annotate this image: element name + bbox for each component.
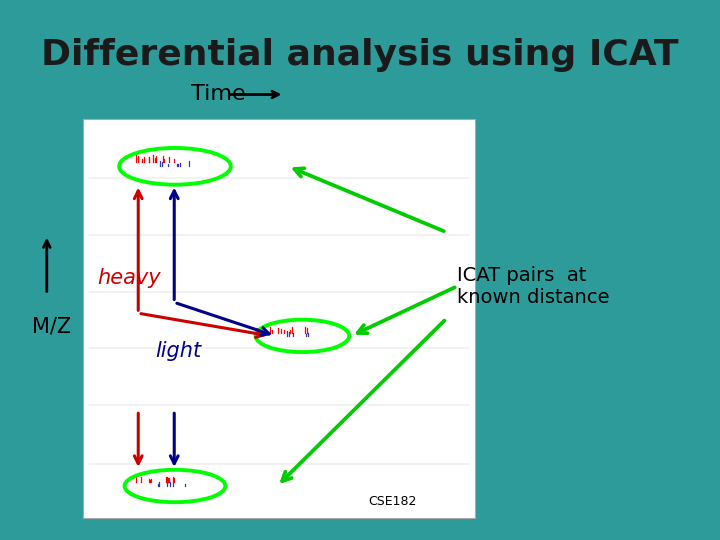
- Text: CSE182: CSE182: [368, 495, 417, 508]
- Text: Time: Time: [191, 84, 246, 105]
- Text: light: light: [155, 341, 201, 361]
- Text: M/Z: M/Z: [32, 316, 71, 337]
- Bar: [83, 119, 475, 518]
- Text: ICAT pairs  at
known distance: ICAT pairs at known distance: [457, 266, 610, 307]
- Text: heavy: heavy: [97, 268, 161, 288]
- Text: Differential analysis using ICAT: Differential analysis using ICAT: [41, 38, 679, 72]
